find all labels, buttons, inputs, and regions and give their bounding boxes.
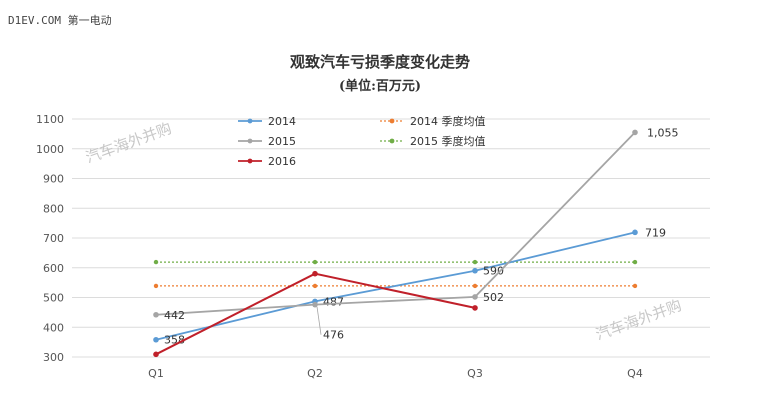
data-label: 719: [645, 226, 666, 239]
y-tick-label: 800: [43, 202, 64, 215]
data-label: 476: [323, 329, 344, 342]
data-point: [153, 351, 159, 358]
chart-title: 观致汽车亏损季度变化走势: [290, 53, 470, 71]
x-axis: Q1 Q2 Q3 Q4: [148, 367, 643, 380]
y-axis: 300 400 500 600 700 800 900 1000 1100: [36, 113, 64, 364]
data-point: [153, 336, 159, 343]
data-point: [312, 283, 318, 289]
data-label: 487: [323, 295, 344, 308]
x-tick-label: Q1: [148, 367, 164, 380]
legend-marker: [389, 118, 395, 124]
legend-label: 2016: [268, 155, 296, 168]
legend-label: 2014 季度均值: [410, 114, 486, 128]
y-tick-label: 1000: [36, 143, 64, 156]
source-label: D1EV.COM 第一电动: [8, 14, 112, 27]
y-tick-label: 600: [43, 262, 64, 275]
y-tick-label: 400: [43, 321, 64, 334]
series-line: [155, 231, 636, 341]
data-label: 590: [483, 265, 504, 278]
data-point: [632, 229, 638, 236]
data-label: 1,055: [647, 126, 679, 139]
y-tick-label: 700: [43, 232, 64, 245]
data-point: [312, 259, 318, 265]
data-point: [632, 129, 638, 136]
data-point: [312, 270, 318, 277]
data-point: [472, 267, 478, 274]
watermark: 汽车海外并购: [593, 296, 684, 344]
data-label: 442: [164, 309, 185, 322]
data-point: [153, 283, 159, 289]
chart-subtitle: (单位:百万元): [339, 78, 421, 94]
data-point: [632, 259, 638, 265]
data-point: [472, 283, 478, 289]
data-point: [472, 305, 478, 311]
y-tick-label: 500: [43, 292, 64, 305]
data-label: 358: [164, 334, 185, 347]
legend: 2014 2015 2016 2014 季度均值 2015 季度均值: [238, 114, 486, 168]
x-tick-label: Q2: [307, 367, 323, 380]
y-tick-label: 1100: [36, 113, 64, 126]
y-tick-label: 300: [43, 351, 64, 364]
leader-line: [316, 306, 322, 335]
data-point: [632, 283, 638, 289]
legend-marker: [247, 158, 253, 164]
legend-label: 2015: [268, 135, 296, 148]
data-point: [472, 259, 478, 265]
legend-label: 2014: [268, 115, 296, 128]
data-label: 502: [483, 291, 504, 304]
data-point: [153, 311, 159, 318]
data-point: [472, 294, 478, 300]
series-line: [155, 131, 636, 316]
legend-marker: [389, 138, 395, 144]
data-point: [153, 259, 159, 265]
x-tick-label: Q4: [627, 367, 643, 380]
y-tick-label: 900: [43, 173, 64, 186]
watermark: 汽车海外并购: [83, 119, 174, 167]
legend-marker: [247, 138, 253, 144]
series-group: 358 487 590 719 442 476 502 1,055: [153, 126, 679, 358]
legend-label: 2015 季度均值: [410, 134, 486, 148]
x-tick-label: Q3: [467, 367, 483, 380]
data-point: [312, 301, 318, 308]
legend-marker: [247, 118, 253, 124]
